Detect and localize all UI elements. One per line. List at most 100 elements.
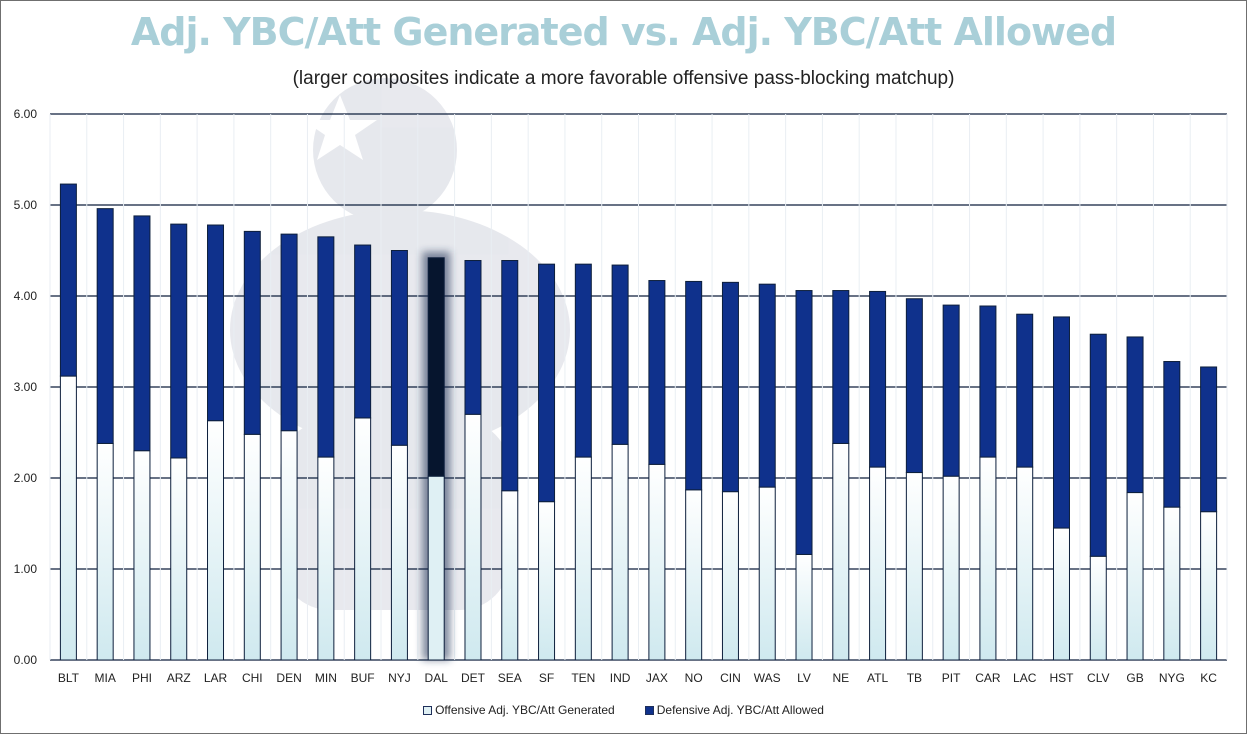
x-tick-label: LAC	[1013, 671, 1037, 685]
x-tick-label: NYJ	[388, 671, 411, 685]
bar-defensive-cin	[721, 281, 739, 493]
bar-defensive-lac	[1016, 313, 1034, 468]
x-tick-label: CHI	[242, 671, 263, 685]
x-tick-label: WAS	[754, 671, 781, 685]
bar-offensive-dal	[427, 475, 445, 661]
x-tick-label: DAL	[425, 671, 449, 685]
bar-offensive-pit	[942, 475, 960, 661]
bar-offensive-ind	[611, 443, 629, 661]
bar-offensive-tb	[905, 472, 923, 661]
legend-item-offensive: Offensive Adj. YBC/Att Generated	[423, 703, 615, 717]
bar-offensive-hst	[1052, 527, 1070, 661]
bar-defensive-min	[317, 236, 335, 458]
x-tick-label: DEN	[276, 671, 301, 685]
bar-offensive-nyg	[1163, 506, 1181, 661]
x-tick-label: TB	[907, 671, 922, 685]
x-tick-label: MIN	[315, 671, 337, 685]
bar-defensive-sea	[501, 260, 519, 492]
bar-defensive-nyj	[390, 250, 408, 446]
bar-offensive-blt	[59, 375, 77, 661]
bar-defensive-jax	[648, 280, 666, 465]
bar-defensive-lv	[795, 290, 813, 555]
y-tick-label: 2.00	[14, 471, 38, 485]
bar-offensive-jax	[648, 463, 666, 661]
x-tick-label: GB	[1126, 671, 1143, 685]
x-tick-label: ATL	[867, 671, 888, 685]
bar-offensive-ne	[832, 442, 850, 661]
bar-defensive-tb	[905, 298, 923, 474]
bar-offensive-kc	[1200, 511, 1218, 661]
bar-offensive-lar	[207, 420, 225, 661]
x-tick-label: BLT	[58, 671, 80, 685]
y-tick-label: 4.00	[14, 289, 38, 303]
chart-subtitle: (larger composites indicate a more favor…	[292, 68, 955, 89]
bar-offensive-atl	[869, 466, 887, 661]
bar-defensive-gb	[1126, 336, 1144, 494]
y-axis-ticks: 0.00 1.00 2.00 3.00 4.00 5.00 6.00	[14, 107, 38, 667]
bar-defensive-was	[758, 283, 776, 488]
x-tick-label: IND	[610, 671, 631, 685]
bar-offensive-phi	[133, 450, 151, 661]
bar-defensive-nyg	[1163, 361, 1181, 508]
bar-defensive-ten	[574, 263, 592, 458]
x-tick-label: SEA	[498, 671, 522, 685]
legend-item-defensive: Defensive Adj. YBC/Att Allowed	[644, 703, 824, 717]
bar-offensive-sf	[538, 501, 556, 661]
x-tick-label: BUF	[351, 671, 375, 685]
x-tick-label: LAR	[204, 671, 228, 685]
y-tick-label: 6.00	[14, 107, 38, 121]
x-tick-label: NYG	[1159, 671, 1185, 685]
x-tick-label: LV	[797, 671, 811, 685]
x-tick-label: MIA	[95, 671, 116, 685]
x-tick-label: HST	[1049, 671, 1074, 685]
bar-defensive-den	[280, 233, 298, 432]
bar-offensive-lac	[1016, 466, 1034, 661]
bar-defensive-sf	[538, 263, 556, 503]
bar-offensive-ten	[574, 456, 592, 661]
bar-offensive-car	[979, 456, 997, 661]
x-tick-label: SF	[539, 671, 554, 685]
x-tick-label: NE	[832, 671, 849, 685]
bar-offensive-min	[317, 456, 335, 661]
bar-offensive-mia	[96, 442, 114, 661]
bar-offensive-buf	[354, 417, 372, 661]
x-tick-label: PIT	[942, 671, 961, 685]
bar-defensive-no	[685, 280, 703, 491]
x-tick-label: JAX	[646, 671, 668, 685]
x-tick-label: DET	[461, 671, 486, 685]
bar-defensive-clv	[1089, 333, 1107, 557]
bar-defensive-blt	[59, 183, 77, 377]
x-tick-label: CLV	[1087, 671, 1109, 685]
x-tick-label: CIN	[720, 671, 741, 685]
bar-defensive-arz	[170, 223, 188, 459]
bars	[59, 183, 1218, 661]
y-tick-label: 5.00	[14, 198, 38, 212]
x-axis-ticks: BLT MIA PHI ARZ LAR CHI DEN MIN BUF NYJ DAL DET SEA S…	[58, 671, 1217, 685]
x-tick-label: NO	[685, 671, 703, 685]
bar-offensive-no	[685, 489, 703, 661]
x-tick-label: TEN	[571, 671, 595, 685]
bar-defensive-ne	[832, 290, 850, 444]
legend-swatch-offensive	[423, 705, 433, 715]
bar-offensive-den	[280, 430, 298, 661]
bar-defensive-hst	[1052, 316, 1070, 529]
bar-offensive-clv	[1089, 555, 1107, 661]
bar-defensive-ind	[611, 264, 629, 445]
bar-offensive-det	[464, 413, 482, 661]
bar-defensive-phi	[133, 215, 151, 452]
legend-swatch-defensive	[644, 705, 654, 715]
bar-defensive-mia	[96, 208, 114, 444]
bar-offensive-lv	[795, 553, 813, 661]
bar-defensive-lar	[207, 224, 225, 422]
bar-defensive-kc	[1200, 366, 1218, 513]
bar-offensive-cin	[721, 491, 739, 661]
x-tick-label: PHI	[132, 671, 152, 685]
x-tick-label: KC	[1200, 671, 1217, 685]
bar-offensive-was	[758, 486, 776, 661]
bar-defensive-buf	[354, 244, 372, 419]
bar-defensive-car	[979, 305, 997, 458]
bar-defensive-atl	[869, 290, 887, 468]
bar-defensive-pit	[942, 304, 960, 477]
bar-defensive-dal	[427, 257, 445, 477]
